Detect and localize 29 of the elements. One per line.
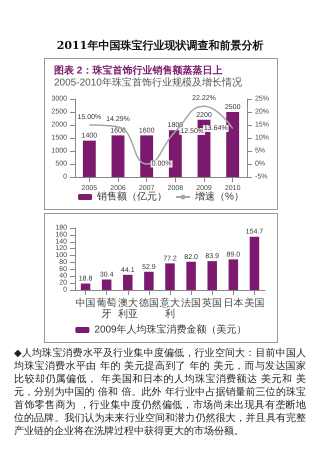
- x-tick-label: 英国: [202, 297, 222, 309]
- bar: [165, 263, 175, 290]
- x-tick-label: 中国: [76, 297, 96, 309]
- x-tick-label: 法国: [181, 297, 202, 309]
- x-tick-label: 美国: [244, 297, 264, 309]
- chart-subtitle: 2005-2010年珠宝首饰行业规模及增长情况: [54, 76, 242, 88]
- bar: [207, 261, 217, 290]
- bar: [250, 236, 260, 290]
- text: ◆人均珠宝消费水平及行业集中度偏低，行业空间大：目前中国人均珠宝消费水平由 年的 美元提高到了 年的 美元，而与发达国家比较却仍属偏低， 年美国和日本的人均珠宝消费额达 美元和 美元，分别为中国的 倍和 倍。此外 年行业中占据销量前三位的珠宝首饰零售商为 ，行业集中度仍然偏低，市场尚未出现具有垄断地位的品牌。我们认为未来行业空间和潜力仍然很大，并且具有完整产业链的企业将在洗牌过程中获得更大的市场份额。: [14, 347, 306, 438]
- text: 2011年中国珠宝行业现状调查和前景分析: [56, 38, 264, 53]
- chart-title: 图表 2：珠宝首饰行业销售额蒸蒸日上: [54, 64, 222, 76]
- bar: [112, 135, 124, 177]
- x-tick-label: 澳大利亚: [118, 297, 138, 320]
- x-tick-label: 意大利: [159, 297, 180, 320]
- bar: [123, 274, 133, 290]
- legend-label: 增速（%）: [194, 190, 244, 202]
- x-tick-label: 日本: [223, 297, 244, 309]
- legend-label: 销售额（亿元）: [96, 190, 168, 202]
- bar: [102, 280, 112, 290]
- bar: [186, 262, 196, 290]
- bar: [140, 135, 154, 177]
- bar: [82, 140, 96, 177]
- bar: [226, 112, 240, 177]
- x-tick-label: 德国: [138, 298, 159, 309]
- bar: [80, 284, 90, 290]
- bar: [144, 272, 154, 290]
- legend-label: 2009年人均珠宝消费金额（美元）: [94, 324, 247, 336]
- x-tick-label: 葡萄牙: [96, 297, 117, 320]
- bar: [228, 259, 238, 290]
